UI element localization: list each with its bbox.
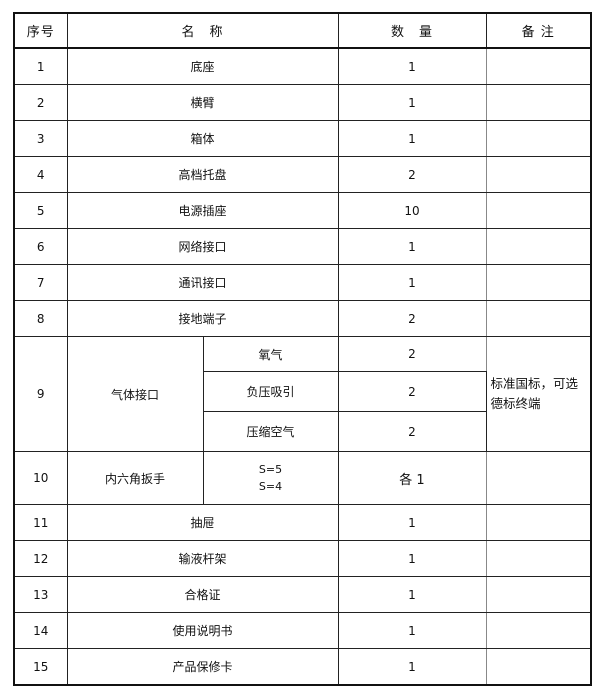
row-no: 7 (13, 264, 68, 301)
row-name: 内六角扳手 (66, 451, 204, 505)
row-name: 电源插座 (66, 192, 339, 229)
header-remark: 备 注 (485, 12, 592, 49)
table-row: 8 接地端子 2 (13, 300, 592, 337)
row-name: 横臂 (66, 84, 339, 121)
header-qty: 数 量 (337, 12, 487, 49)
row-qty: 10 (337, 192, 487, 229)
wrench-size: S=4 (258, 480, 283, 493)
row-remark (485, 612, 592, 649)
row-name: 高档托盘 (66, 156, 339, 193)
row-no: 2 (13, 84, 68, 121)
row-remark (485, 540, 592, 577)
table-row: 15 产品保修卡 1 (13, 648, 592, 686)
row-no: 8 (13, 300, 68, 337)
table-row-gas-sub: 负压吸引 2 (14, 371, 591, 412)
table-row: 6 网络接口 1 (13, 228, 592, 265)
row-qty: 1 (337, 228, 487, 265)
gas-item-name: 压缩空气 (202, 411, 339, 452)
row-name: 网络接口 (66, 228, 339, 265)
table-row: 5 电源插座 10 (13, 192, 592, 229)
gas-item-qty: 2 (337, 371, 487, 412)
row-remark (485, 504, 592, 541)
gas-item-name: 氧气 (202, 336, 339, 372)
header-name: 名 称 (66, 12, 339, 49)
row-name: 产品保修卡 (66, 648, 339, 686)
row-no: 13 (13, 576, 68, 613)
row-qty: 各 1 (337, 451, 487, 505)
row-qty: 1 (337, 540, 487, 577)
row-no: 6 (13, 228, 68, 265)
row-name: 底座 (66, 47, 339, 85)
parts-list-table: 序号 名 称 数 量 备 注 1 底座 1 2 横臂 1 3 箱体 1 4 高档… (13, 12, 592, 686)
table-row: 14 使用说明书 1 (13, 612, 592, 649)
row-name: 使用说明书 (66, 612, 339, 649)
row-no: 11 (13, 504, 68, 541)
row-qty: 1 (337, 264, 487, 301)
row-remark (485, 120, 592, 157)
row-remark (485, 192, 592, 229)
row-qty: 1 (337, 47, 487, 85)
table-row: 2 横臂 1 (13, 84, 592, 121)
row-qty: 1 (337, 612, 487, 649)
row-no: 3 (13, 120, 68, 157)
gas-item-name: 负压吸引 (202, 371, 339, 412)
header-no: 序号 (13, 12, 68, 49)
row-name: 通讯接口 (66, 264, 339, 301)
row-qty: 1 (337, 84, 487, 121)
table-row-wrench: 10 内六角扳手 S=5 S=4 各 1 (13, 451, 592, 505)
row-remark (485, 648, 592, 686)
row-name: 气体接口 (66, 336, 204, 452)
row-name: 抽屉 (66, 504, 339, 541)
wrench-size: S=5 (258, 463, 283, 476)
row-name: 输液杆架 (66, 540, 339, 577)
row-qty: 2 (337, 156, 487, 193)
gas-item-qty: 2 (337, 336, 487, 372)
table-row: 11 抽屉 1 (13, 504, 592, 541)
row-no: 4 (13, 156, 68, 193)
table-row: 13 合格证 1 (13, 576, 592, 613)
row-name: 合格证 (66, 576, 339, 613)
row-remark (485, 300, 592, 337)
row-remark (485, 576, 592, 613)
gas-item-qty: 2 (337, 411, 487, 452)
row-no: 9 (13, 336, 68, 452)
table-row: 7 通讯接口 1 (13, 264, 592, 301)
row-remark (485, 84, 592, 121)
row-qty: 1 (337, 120, 487, 157)
row-no: 5 (13, 192, 68, 229)
row-no: 1 (13, 47, 68, 85)
row-remark (485, 228, 592, 265)
row-remark (485, 47, 592, 85)
row-remark: 标准国标，可选德标终端 (485, 336, 592, 452)
row-no: 12 (13, 540, 68, 577)
table-row: 1 底座 1 (13, 47, 592, 85)
row-qty: 2 (337, 300, 487, 337)
wrench-sizes: S=5 S=4 (202, 451, 339, 505)
row-no: 14 (13, 612, 68, 649)
header-row: 序号 名 称 数 量 备 注 (13, 12, 592, 49)
row-remark (485, 156, 592, 193)
row-qty: 1 (337, 648, 487, 686)
row-name: 箱体 (66, 120, 339, 157)
row-name: 接地端子 (66, 300, 339, 337)
row-remark (485, 264, 592, 301)
row-qty: 1 (337, 576, 487, 613)
table-row: 4 高档托盘 2 (13, 156, 592, 193)
row-qty: 1 (337, 504, 487, 541)
table-row: 3 箱体 1 (13, 120, 592, 157)
row-remark (485, 451, 592, 505)
table-row-gas: 9 气体接口 氧气 2 标准国标，可选德标终端 (13, 336, 592, 452)
row-no: 10 (13, 451, 68, 505)
table-row: 12 输液杆架 1 (13, 540, 592, 577)
row-no: 15 (13, 648, 68, 686)
